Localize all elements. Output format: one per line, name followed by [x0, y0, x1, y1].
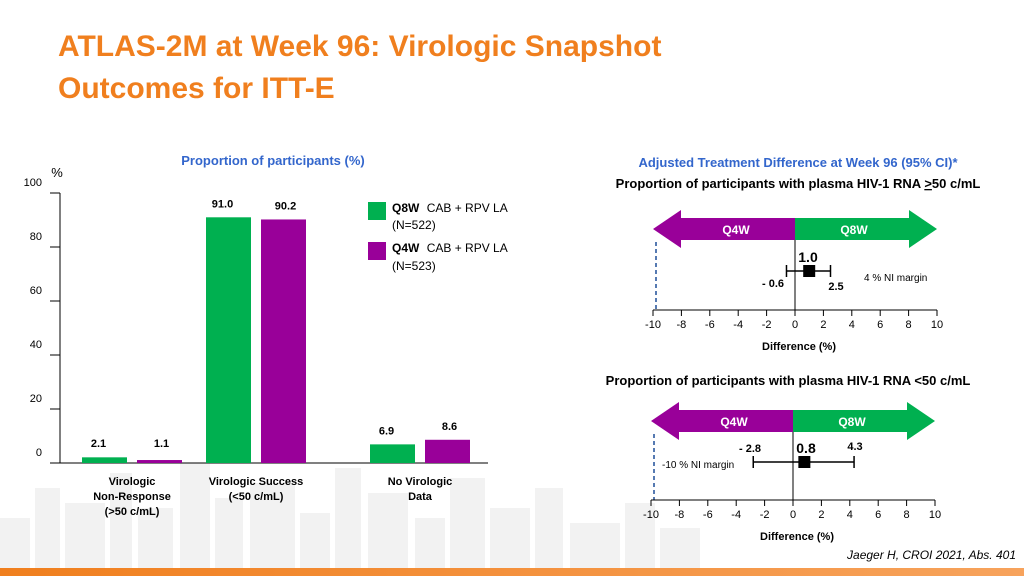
bar-chart-title: Proportion of participants (%) [181, 153, 364, 168]
x-tick-label: 10 [929, 509, 941, 521]
bar-chart: Proportion of participants (%) % 0 20 40 60… [24, 153, 508, 518]
point-estimate [798, 456, 811, 468]
estimate-label: 0.8 [796, 440, 816, 456]
x-tick-label: 6 [875, 509, 881, 521]
legend-q4w-n: (N=523) [392, 259, 436, 273]
title-line-1: ATLAS-2M at Week 96: Virologic Snapshot [58, 30, 662, 63]
arrow-q4w-label: Q4W [720, 415, 748, 429]
x-tick-label: 0 [792, 319, 798, 331]
arrow-q8w [795, 210, 937, 248]
estimate-label: 1.0 [798, 249, 818, 265]
arrow-q8w-label: Q8W [838, 415, 866, 429]
bar-q4w-2 [425, 439, 470, 463]
bar-value-label: 2.1 [91, 438, 106, 450]
arrow-q8w [793, 402, 935, 440]
legend-q4w-rest: CAB + RPV LA [427, 241, 508, 255]
category-label: No Virologic [388, 476, 453, 488]
y-tick-label: 20 [30, 393, 42, 405]
skyline-watermark [0, 463, 700, 568]
legend-q8w: Q8W CAB + RPV LA [392, 201, 508, 215]
forest-1-title: Proportion of participants with plasma H… [616, 176, 981, 191]
x-axis-title: Difference (%) [762, 341, 836, 353]
y-tick-label: 0 [36, 447, 42, 459]
category-label: Data [408, 491, 433, 503]
x-tick-label: 8 [904, 509, 910, 521]
arrow-q4w-label: Q4W [722, 223, 750, 237]
title-line-2: Outcomes for ITT-E [58, 72, 335, 105]
arrow-q4w [653, 210, 795, 248]
arrow-q8w-label: Q8W [840, 223, 868, 237]
x-axis-title: Difference (%) [760, 531, 834, 543]
x-tick-label: -8 [675, 509, 685, 521]
legend-swatch-q8w [368, 202, 386, 220]
x-tick-label: 4 [849, 319, 855, 331]
bar-value-label: 91.0 [212, 198, 233, 210]
category-label: (<50 c/mL) [229, 491, 284, 503]
y-tick-label: 60 [30, 285, 42, 297]
x-tick-label: 2 [818, 509, 824, 521]
y-tick-label: 40 [30, 339, 42, 351]
bar-value-label: 6.9 [379, 425, 394, 437]
ci-high-label: 2.5 [828, 281, 843, 293]
legend-q4w: Q4W CAB + RPV LA [392, 241, 508, 255]
bar-q4w-1 [261, 219, 306, 463]
legend-q8w-n: (N=522) [392, 218, 436, 232]
x-tick-label: 2 [820, 319, 826, 331]
ci-low-label: - 2.8 [739, 443, 761, 455]
category-label: Virologic [109, 476, 156, 488]
x-tick-label: 0 [790, 509, 796, 521]
bar-q4w-0 [137, 460, 182, 463]
ni-margin-label: 4 % NI margin [864, 273, 927, 284]
x-tick-label: -10 [643, 509, 659, 521]
y-axis-label: % [51, 165, 63, 180]
x-tick-label: 10 [931, 319, 943, 331]
forest-plot-2: Proportion of participants with plasma H… [606, 373, 971, 543]
category-label: Non-Response [93, 491, 171, 503]
x-tick-label: -4 [731, 509, 741, 521]
category-label: (>50 c/mL) [105, 506, 160, 518]
x-tick-label: -2 [760, 509, 770, 521]
forest-plot-1: Adjusted Treatment Difference at Week 96… [616, 155, 981, 353]
x-tick-label: -2 [762, 319, 772, 331]
bottom-accent-bar [0, 568, 1024, 576]
slide-title: ATLAS-2M at Week 96: Virologic Snapshot … [58, 26, 661, 110]
x-tick-label: -4 [733, 319, 743, 331]
forest-header: Adjusted Treatment Difference at Week 96… [638, 155, 958, 170]
legend-swatch-q4w [368, 242, 386, 260]
forest-2-title: Proportion of participants with plasma H… [606, 373, 971, 388]
legend: Q8W CAB + RPV LA (N=522) Q4W CAB + RPV L… [368, 201, 508, 273]
bar-value-label: 90.2 [275, 200, 296, 212]
ci-high-label: 4.3 [847, 441, 862, 453]
x-tick-label: -10 [645, 319, 661, 331]
legend-q8w-rest: CAB + RPV LA [427, 201, 508, 215]
y-tick-label: 80 [30, 231, 42, 243]
arrow-q4w [651, 402, 793, 440]
bar-q8w-2 [370, 444, 415, 463]
x-tick-label: -6 [703, 509, 713, 521]
citation: Jaeger H, CROI 2021, Abs. 401 [847, 548, 1016, 562]
x-tick-label: 6 [877, 319, 883, 331]
point-estimate [803, 265, 816, 277]
ci-low-label: - 0.6 [762, 278, 784, 290]
legend-q8w-name: Q8W [392, 201, 420, 215]
bar-value-label: 8.6 [442, 421, 457, 433]
x-tick-label: 8 [906, 319, 912, 331]
x-tick-label: -6 [705, 319, 715, 331]
bar-value-label: 1.1 [154, 438, 169, 450]
ni-margin-label: -10 % NI margin [662, 460, 734, 471]
x-tick-label: -8 [677, 319, 687, 331]
bar-q8w-1 [206, 217, 251, 463]
legend-q4w-name: Q4W [392, 241, 420, 255]
bar-q8w-0 [82, 457, 127, 463]
x-tick-label: 4 [847, 509, 853, 521]
category-label: Virologic Success [209, 476, 304, 488]
y-tick-label: 100 [24, 177, 42, 189]
